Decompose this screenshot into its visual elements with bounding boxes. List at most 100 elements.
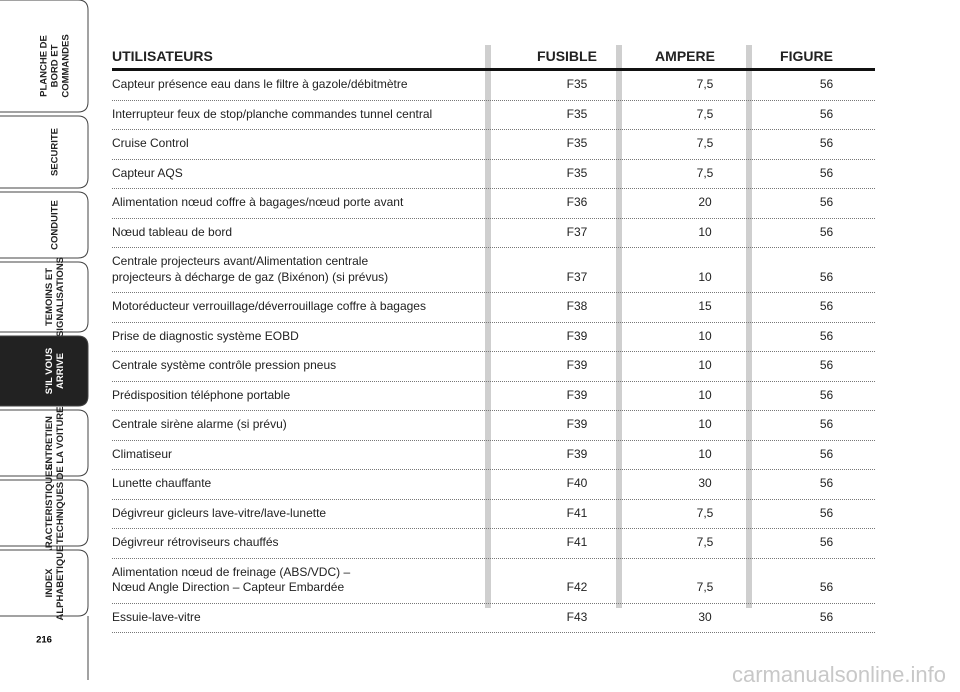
table-row: Centrale projecteurs avant/Alimentation … [112, 248, 875, 293]
cell: F39 [566, 358, 588, 372]
table-row: Capteur présence eau dans le filtre à ga… [112, 71, 875, 101]
cell: F35 [566, 106, 588, 121]
cell: Climatiseur [112, 446, 173, 461]
sidebar: PLANCHE DE BORD ET COMMANDES SECURITE CONDUI… [0, 0, 89, 680]
cell: Capteur AQS [112, 165, 183, 180]
cell: 56 [819, 195, 834, 209]
cell: Centrale sirène alarme (si prévu) [112, 417, 287, 431]
tab-label: S'IL VOUS [44, 348, 55, 394]
cell: F39 [566, 417, 588, 431]
tab-label: TECHNIQUES [55, 482, 66, 544]
cell: 56 [819, 106, 834, 121]
cell: Centrale système contrôle pression pneus [112, 358, 337, 372]
cell: Centrale projecteurs avant/Alimentation … [112, 254, 389, 284]
tab [0, 409, 89, 477]
header-cell: AMPERE [655, 48, 715, 64]
tab [0, 549, 89, 617]
cell: F41 [566, 505, 588, 520]
header-cell: FUSIBLE [537, 48, 597, 64]
cell: Alimentation nœud de freinage (ABS/VDC) … [112, 564, 351, 595]
cell: 56 [819, 77, 834, 91]
table-row: Centrale sirène alarme (si prévu) F39 10 56 [112, 411, 875, 441]
table-row: Prédisposition téléphone portable F39 10 56 [112, 382, 875, 411]
tab-label: DE LA VOITURE [55, 406, 66, 479]
cell: 56 [819, 269, 834, 284]
tab [0, 261, 89, 333]
cell: 56 [819, 535, 834, 549]
cell: 7,5 [696, 165, 714, 180]
table-row: Cruise Control F35 7,5 56 [112, 130, 875, 160]
cell: 30 [698, 476, 712, 490]
tab [0, 479, 89, 547]
table-header: UTILISATEURS FUSIBLE AMPERE FIGURE [112, 44, 875, 71]
cell: 7,5 [696, 106, 714, 121]
cell: Prédisposition téléphone portable [112, 387, 291, 402]
page-number: 216 [36, 635, 52, 646]
cell: 30 [698, 609, 712, 624]
tab-label: CARACTERISTIQUES [44, 464, 55, 562]
tab-label: INDEX [44, 568, 55, 598]
cell: 56 [819, 505, 834, 520]
table-row: Dégivreur rétroviseurs chauffés F41 7,5 56 [112, 529, 875, 559]
watermark: carmanualsonline.info [731, 662, 946, 687]
cell: 56 [819, 165, 834, 180]
table-row: Essuie-lave-vitre F43 30 56 [112, 604, 875, 633]
cell: Interrupteur feux de stop/planche comman… [112, 106, 433, 121]
table-row: Dégivreur gicleurs lave-vitre/lave-lunet… [112, 500, 875, 529]
tab-label: SIGNALISATIONS [55, 257, 66, 337]
tab-label: BORD ET [50, 44, 61, 87]
cell: F39 [566, 328, 588, 343]
cell: F39 [566, 446, 588, 461]
cell: 56 [819, 609, 834, 624]
cell: 10 [698, 328, 712, 343]
tab [0, 335, 89, 407]
tab-label: CONDUITE [50, 200, 61, 250]
cell: 10 [698, 224, 712, 239]
cell: Cruise Control [112, 136, 189, 150]
tab-label: ARRIVE [55, 353, 66, 389]
tab-label: PLANCHE DE [39, 35, 50, 97]
table-row: Interrupteur feux de stop/planche comman… [112, 101, 875, 130]
cell: 56 [819, 580, 834, 594]
table-row: Capteur AQS F35 7,5 56 [112, 160, 875, 189]
cell: 56 [819, 224, 834, 239]
cell: F35 [566, 136, 588, 150]
cell: 56 [819, 446, 834, 461]
column-bar [616, 45, 622, 608]
table-row: Centrale système contrôle pression pneus… [112, 352, 875, 382]
cell: 15 [698, 299, 712, 313]
tab-label: TEMOINS ET [44, 268, 55, 326]
cell: F35 [566, 77, 588, 91]
cell: F39 [566, 387, 588, 402]
table-row: Alimentation nœud coffre à bagages/nœud … [112, 189, 875, 219]
header-cell: UTILISATEURS [112, 48, 213, 64]
tab-label: SECURITE [50, 128, 61, 176]
cell: 10 [698, 446, 712, 461]
cell: F37 [566, 269, 588, 284]
cell: F35 [566, 165, 588, 180]
cell: 10 [698, 387, 712, 402]
table-row: Prise de diagnostic système EOBD F39 10 56 [112, 323, 875, 352]
cell: F43 [566, 609, 588, 624]
cell: 20 [698, 195, 712, 209]
cell: Nœud tableau de bord [112, 224, 233, 239]
table-row: Nœud tableau de bord F37 10 56 [112, 219, 875, 248]
cell: F40 [566, 476, 588, 490]
tab-label: ENTRETIEN [44, 416, 55, 470]
tab-label: ALPHABETIQUE [55, 546, 66, 621]
cell: 56 [819, 476, 834, 490]
cell: 7,5 [696, 535, 714, 549]
table-row: Alimentation nœud de freinage (ABS/VDC) … [112, 559, 875, 604]
fuse-table: UTILISATEURS FUSIBLE AMPERE FIGURE Capteur p… [112, 44, 875, 633]
cell: Capteur présence eau dans le filtre à ga… [112, 77, 408, 91]
cell: Essuie-lave-vitre [112, 609, 201, 624]
cell: 10 [698, 269, 712, 284]
cell: 10 [698, 417, 712, 431]
cell: F37 [566, 224, 588, 239]
cell: 7,5 [696, 77, 714, 91]
cell: Alimentation nœud coffre à bagages/nœud … [112, 195, 404, 209]
cell: 56 [819, 358, 834, 372]
cell: 56 [819, 328, 834, 343]
cell: 56 [819, 136, 834, 150]
table-row: Climatiseur F39 10 56 [112, 441, 875, 470]
